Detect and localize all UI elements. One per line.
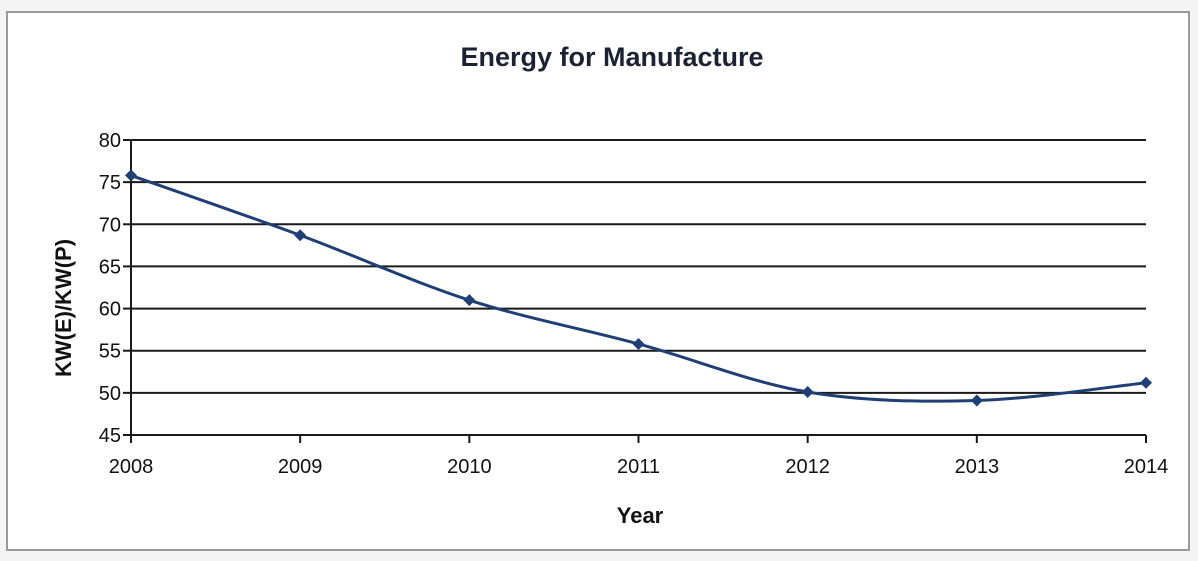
y-tick-label: 80 — [99, 130, 121, 152]
data-point-2008 — [125, 169, 137, 182]
gridlines — [131, 139, 1146, 394]
chart-title: Energy for Manufacture — [460, 42, 763, 72]
data-point-2010 — [463, 294, 476, 307]
data-point-2014 — [1140, 376, 1152, 389]
data-point-2012 — [801, 386, 814, 399]
x-tick-label: 2008 — [109, 456, 154, 478]
x-tick-label: 2009 — [278, 456, 323, 478]
data-point-2013 — [970, 394, 983, 407]
x-tick-labels: 2008 2009 2010 2011 2012 2013 2014 — [109, 456, 1169, 478]
x-axis-title: Year — [617, 503, 664, 528]
y-tick-label: 60 — [99, 299, 121, 321]
data-point-2009 — [294, 229, 307, 242]
y-tick-label: 75 — [99, 172, 121, 194]
x-tick-label: 2012 — [785, 456, 830, 478]
y-axis-title: KW(E)/KW(P) — [51, 239, 76, 377]
series-line-0 — [130, 173, 1147, 403]
data-point-2011 — [632, 337, 645, 350]
x-tick-label: 2013 — [955, 456, 1000, 478]
series-layer — [125, 169, 1152, 407]
y-tick-label: 50 — [99, 383, 121, 405]
y-tick-label: 55 — [99, 341, 121, 363]
x-tick-label: 2011 — [617, 456, 660, 478]
axes — [123, 139, 1147, 443]
chart-frame — [6, 11, 1190, 551]
x-tick-label: 2010 — [447, 456, 492, 478]
y-tick-labels: 45 50 55 60 65 70 75 80 — [99, 130, 121, 447]
y-tick-label: 65 — [99, 256, 121, 278]
y-tick-label: 70 — [99, 214, 121, 236]
x-tick-label: 2014 — [1124, 456, 1169, 478]
y-tick-label: 45 — [99, 425, 121, 447]
